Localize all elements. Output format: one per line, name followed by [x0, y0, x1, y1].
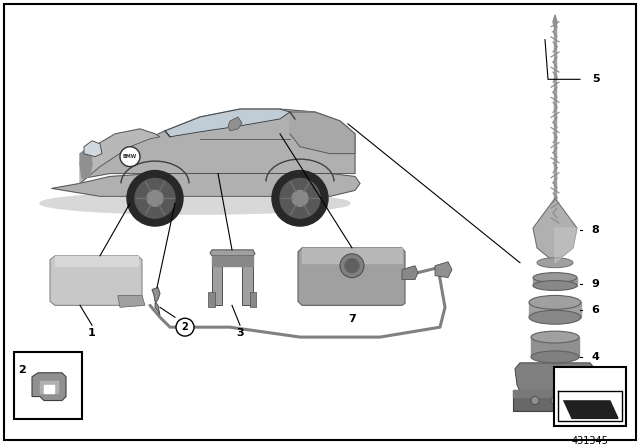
- Text: 4: 4: [591, 352, 599, 362]
- Polygon shape: [560, 394, 618, 399]
- Polygon shape: [210, 250, 255, 256]
- Text: 3: 3: [236, 328, 244, 338]
- Circle shape: [280, 178, 320, 218]
- Polygon shape: [152, 288, 160, 315]
- Circle shape: [120, 147, 140, 167]
- Circle shape: [531, 396, 539, 405]
- Polygon shape: [32, 373, 66, 401]
- Polygon shape: [44, 385, 54, 392]
- Polygon shape: [165, 109, 290, 137]
- Polygon shape: [242, 256, 253, 306]
- Ellipse shape: [537, 258, 573, 268]
- Text: 7: 7: [348, 314, 356, 324]
- Polygon shape: [228, 117, 242, 131]
- Ellipse shape: [531, 351, 579, 363]
- Polygon shape: [302, 248, 402, 263]
- Ellipse shape: [529, 310, 581, 324]
- Text: 8: 8: [591, 225, 599, 235]
- Polygon shape: [40, 381, 58, 392]
- Bar: [554, 367, 626, 426]
- Text: 431345: 431345: [572, 436, 609, 446]
- Polygon shape: [533, 278, 577, 285]
- Polygon shape: [562, 396, 618, 418]
- Circle shape: [571, 396, 579, 405]
- Polygon shape: [402, 266, 418, 280]
- Circle shape: [292, 190, 308, 206]
- Polygon shape: [531, 337, 579, 357]
- Polygon shape: [118, 295, 145, 307]
- Circle shape: [135, 178, 175, 218]
- Polygon shape: [290, 112, 355, 154]
- Circle shape: [176, 318, 194, 336]
- Circle shape: [147, 190, 163, 206]
- Circle shape: [340, 254, 364, 278]
- Polygon shape: [208, 293, 215, 307]
- Polygon shape: [529, 302, 581, 317]
- Polygon shape: [533, 198, 577, 263]
- Text: BMW: BMW: [123, 154, 137, 159]
- Polygon shape: [515, 363, 595, 392]
- Text: 5: 5: [592, 74, 600, 84]
- Polygon shape: [298, 248, 405, 306]
- Ellipse shape: [531, 331, 579, 343]
- Bar: [14, 352, 82, 419]
- Polygon shape: [80, 109, 355, 183]
- Polygon shape: [212, 256, 222, 306]
- Text: 2: 2: [182, 322, 188, 332]
- Polygon shape: [80, 147, 92, 178]
- Polygon shape: [555, 228, 577, 263]
- Text: 1: 1: [88, 328, 96, 338]
- Text: 9: 9: [591, 279, 599, 289]
- Circle shape: [551, 396, 559, 405]
- Circle shape: [345, 259, 359, 273]
- Polygon shape: [513, 390, 597, 396]
- Ellipse shape: [529, 295, 581, 309]
- Text: 2: 2: [18, 365, 26, 375]
- Ellipse shape: [533, 280, 577, 290]
- Polygon shape: [250, 293, 256, 307]
- Polygon shape: [435, 262, 452, 278]
- Ellipse shape: [40, 192, 350, 214]
- Polygon shape: [553, 15, 557, 30]
- Polygon shape: [55, 256, 138, 266]
- Polygon shape: [80, 129, 160, 183]
- Polygon shape: [513, 390, 597, 411]
- Ellipse shape: [533, 273, 577, 283]
- Circle shape: [272, 171, 328, 226]
- Text: 6: 6: [591, 306, 599, 315]
- Circle shape: [127, 171, 183, 226]
- Polygon shape: [84, 141, 102, 157]
- Polygon shape: [50, 256, 142, 306]
- Polygon shape: [52, 173, 360, 196]
- Polygon shape: [212, 256, 253, 266]
